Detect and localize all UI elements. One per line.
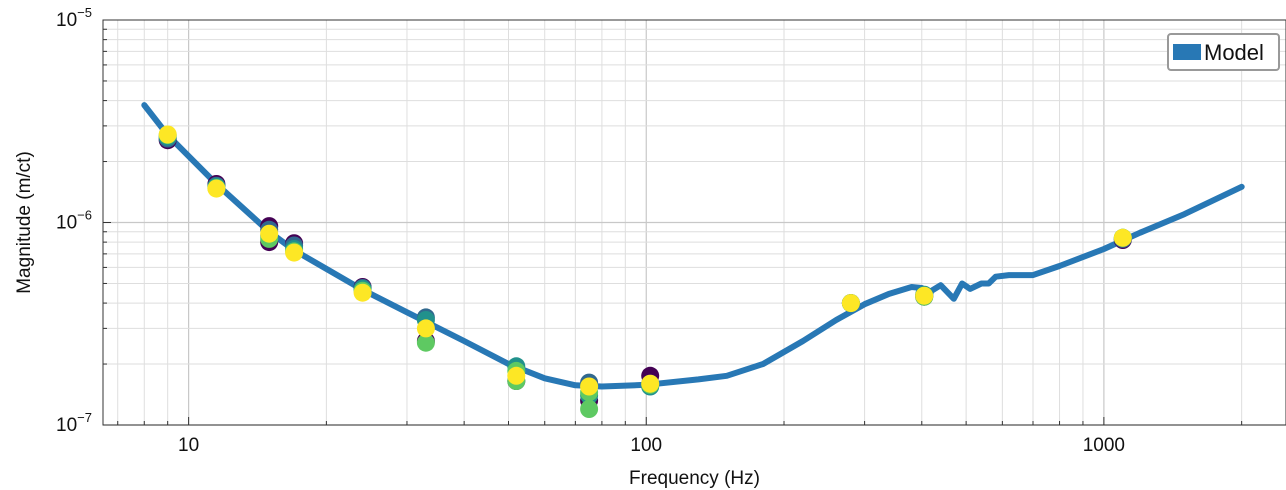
y-tick-label: 10−7	[56, 410, 92, 436]
scatter-points	[158, 125, 1132, 418]
y-tick-label-exponent: −7	[77, 410, 92, 425]
series	[141, 102, 1245, 390]
y-tick-labels: 10−710−610−5	[56, 5, 92, 436]
data-point	[841, 294, 860, 313]
y-tick-label-base: 10	[56, 415, 77, 436]
grid	[103, 20, 1286, 426]
y-axis-label: Magnitude (m/ct)	[14, 151, 35, 294]
data-point	[416, 319, 435, 338]
data-point	[580, 400, 599, 418]
x-tick-label: 10	[178, 435, 199, 456]
y-tick-label-base: 10	[56, 10, 77, 31]
x-axis-label: Frequency (Hz)	[629, 468, 760, 489]
y-tick-label-exponent: −6	[77, 208, 92, 223]
data-point	[285, 243, 304, 262]
legend-label-model: Model	[1204, 40, 1264, 65]
legend-box	[1167, 33, 1280, 71]
x-tick-label: 1000	[1083, 435, 1125, 456]
data-point	[416, 333, 435, 352]
legend: Model	[1167, 33, 1280, 71]
data-point	[207, 179, 226, 198]
y-tick-label: 10−6	[56, 208, 92, 234]
data-point	[1113, 228, 1132, 247]
y-tick-label-base: 10	[56, 213, 77, 234]
y-tick-label-exponent: −5	[77, 5, 92, 20]
data-point	[507, 366, 526, 385]
x-tick-labels: 10 100 1000	[178, 435, 1125, 456]
data-point	[641, 374, 660, 393]
data-point	[915, 286, 934, 305]
data-point	[580, 377, 599, 396]
series-line-model	[141, 102, 1245, 390]
axis-ticks	[103, 19, 1243, 426]
data-point	[260, 224, 279, 243]
data-point	[158, 125, 177, 144]
data-point	[353, 283, 372, 302]
y-tick-label: 10−5	[56, 5, 92, 31]
legend-swatch-model	[1173, 44, 1201, 60]
x-tick-label: 100	[630, 435, 662, 456]
